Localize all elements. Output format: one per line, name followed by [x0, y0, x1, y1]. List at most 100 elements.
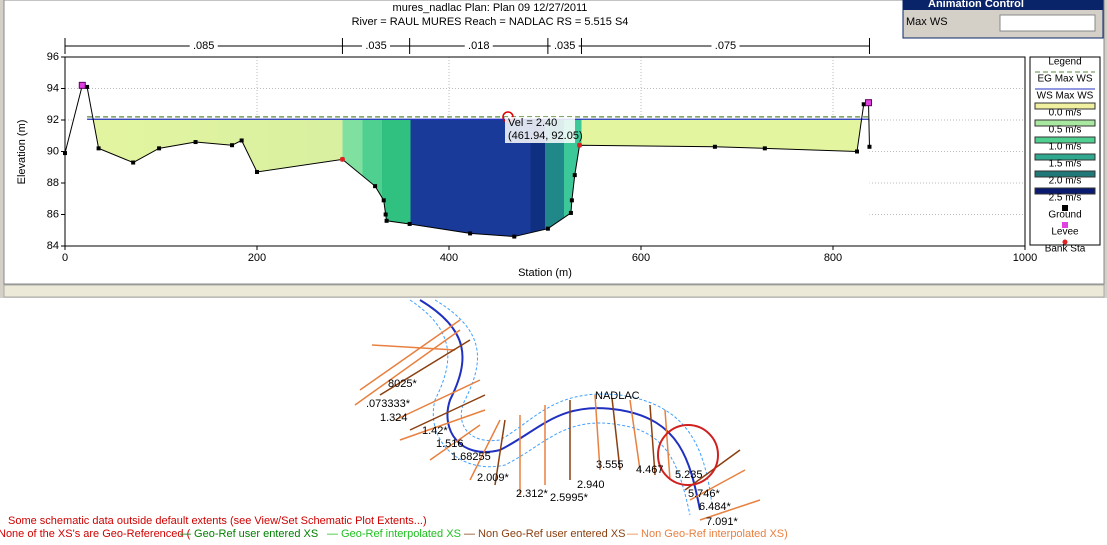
ground-fill [65, 85, 870, 246]
xs-label: 2.5995* [550, 492, 589, 504]
xs-label: 1.42* [422, 425, 448, 437]
tooltip [505, 117, 575, 143]
ground-point [512, 234, 517, 239]
ground-point [545, 226, 550, 231]
ground-point [384, 218, 389, 223]
legend-swatch [1034, 187, 1096, 195]
legend-label: 1.0 m/s [1049, 142, 1082, 153]
ground-point [569, 198, 574, 203]
xs-label: 5.746* [688, 488, 721, 500]
x-tick-label: 800 [824, 252, 842, 264]
ground-point [762, 146, 767, 151]
ground-point [407, 221, 412, 226]
xs-label: 5.235 [675, 469, 703, 481]
legend-label: WS Max WS [1037, 91, 1094, 102]
ground-point [568, 210, 573, 215]
n-label: .035 [365, 40, 386, 52]
n-label-bg [711, 40, 740, 52]
profile-slider[interactable] [999, 14, 1096, 32]
bank-line [409, 299, 691, 516]
ground-point [572, 173, 577, 178]
x-axis-label: Station (m) [518, 267, 572, 279]
legend-label: EG Max WS [1037, 74, 1092, 85]
y-tick-label: 96 [47, 51, 59, 63]
legend-label: 1.5 m/s [1049, 159, 1082, 170]
legend-label: Bank Sta [1045, 244, 1086, 255]
legend-swatch [1062, 239, 1068, 245]
legend-label: Ground [1048, 210, 1081, 221]
key-entry: — Geo-Ref interpolated XS [327, 528, 461, 540]
n-label: .085 [193, 40, 214, 52]
xs-label: 1.68255 [451, 451, 491, 463]
xs-label: 6.484* [699, 501, 732, 513]
x-tick-label: 0 [62, 252, 68, 264]
ground-point [712, 144, 717, 149]
y-axis-label: Elevation (m) [16, 120, 28, 185]
key-entry: — Geo-Ref user entered XS [180, 528, 318, 540]
legend-swatch [1062, 222, 1068, 228]
ground-point [96, 146, 101, 151]
georef-note: None of the XS's are Geo-Referenced ( [0, 528, 191, 540]
tooltip-line: Vel = 2.40 [508, 117, 557, 129]
title-bar [903, 0, 1103, 10]
ground-point [85, 84, 90, 89]
ground-point [239, 138, 244, 143]
x-tick-label: 400 [440, 252, 458, 264]
n-label-bg [464, 40, 493, 52]
ground-point [855, 149, 859, 154]
bank-station [577, 142, 583, 148]
ground-point [867, 144, 872, 149]
subtitle: River = RAUL MURES Reach = NADLAC RS = 5… [352, 16, 629, 28]
xs-label: 8025* [388, 378, 417, 390]
xs-label: 3.555 [596, 459, 624, 471]
key-entry: — Non Geo-Ref user entered XS [464, 528, 625, 540]
schematic [354, 299, 761, 521]
ground-point [373, 184, 378, 189]
levee-point [78, 81, 86, 89]
window-title: Animation Control [928, 0, 1024, 10]
xs-label: 2.940 [577, 479, 605, 491]
n-label-bg [362, 40, 391, 52]
ground-point [383, 212, 388, 217]
y-tick-label: 94 [47, 82, 59, 94]
key-entry: — Non Geo-Ref interpolated XS) [627, 528, 788, 540]
legend-label: 0.5 m/s [1049, 125, 1082, 136]
tooltip-line: (461.94, 92.05) [508, 130, 583, 142]
ground-point [468, 231, 473, 236]
legend-swatch [1034, 153, 1096, 161]
legend-label: Levee [1051, 227, 1079, 238]
xs-label: 7.091* [706, 516, 739, 528]
ground-point [193, 140, 198, 145]
xs-label: 2.312* [516, 488, 549, 500]
levee-point [865, 99, 873, 107]
y-tick-label: 84 [47, 240, 59, 252]
legend [1029, 56, 1101, 246]
y-tick-label: 92 [47, 114, 59, 126]
ground-point [861, 102, 866, 107]
xs-label: 1.324 [380, 412, 408, 424]
legend-swatch [1034, 136, 1096, 144]
ground-point [255, 169, 259, 174]
x-tick-label: 600 [632, 252, 650, 264]
y-tick-label: 88 [47, 177, 59, 189]
ground-point [131, 160, 136, 165]
message: Some schematic data outside default exte… [8, 515, 427, 527]
ground-point [230, 143, 235, 148]
legend-swatch [1062, 205, 1068, 211]
legend-label: 2.0 m/s [1049, 176, 1082, 187]
n-label-bg [189, 40, 218, 52]
highlight-circle [657, 424, 719, 486]
scrollbar[interactable] [3, 284, 1105, 298]
bank-station [339, 156, 345, 162]
title: mures_nadlac Plan: Plan 09 12/27/2011 [393, 2, 588, 14]
legend-label: 0.0 m/s [1049, 108, 1082, 119]
n-label: .035 [554, 40, 575, 52]
profile-label: Max WS [906, 16, 948, 28]
plot-border [64, 56, 1026, 247]
reach-label: NADLAC [595, 390, 640, 402]
legend-title: Legend [1048, 57, 1081, 68]
xs-label: .073333* [366, 398, 411, 410]
n-label: .018 [468, 40, 489, 52]
legend-label: 2.5 m/s [1049, 193, 1082, 204]
